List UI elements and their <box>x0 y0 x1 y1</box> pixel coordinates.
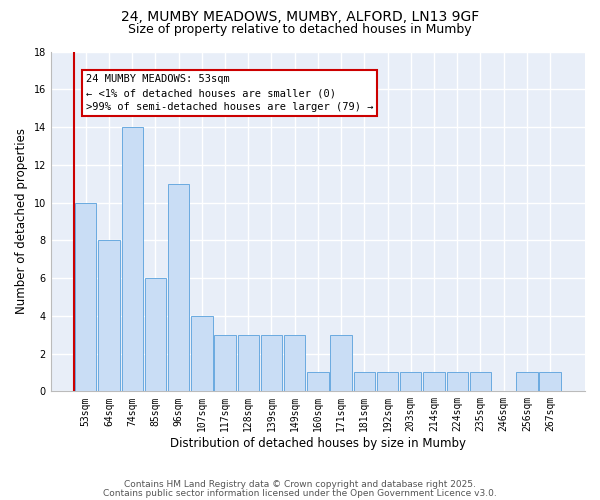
Bar <box>214 334 236 392</box>
Bar <box>238 334 259 392</box>
Bar <box>400 372 421 392</box>
Bar <box>423 372 445 392</box>
Bar <box>353 372 375 392</box>
X-axis label: Distribution of detached houses by size in Mumby: Distribution of detached houses by size … <box>170 437 466 450</box>
Y-axis label: Number of detached properties: Number of detached properties <box>15 128 28 314</box>
Bar <box>377 372 398 392</box>
Bar <box>98 240 119 392</box>
Bar <box>307 372 329 392</box>
Bar <box>539 372 561 392</box>
Bar <box>145 278 166 392</box>
Bar <box>331 334 352 392</box>
Bar <box>446 372 468 392</box>
Text: 24, MUMBY MEADOWS, MUMBY, ALFORD, LN13 9GF: 24, MUMBY MEADOWS, MUMBY, ALFORD, LN13 9… <box>121 10 479 24</box>
Bar <box>75 202 97 392</box>
Bar <box>122 127 143 392</box>
Bar <box>516 372 538 392</box>
Bar <box>284 334 305 392</box>
Bar <box>470 372 491 392</box>
Bar <box>261 334 282 392</box>
Bar <box>191 316 212 392</box>
Text: 24 MUMBY MEADOWS: 53sqm
← <1% of detached houses are smaller (0)
>99% of semi-de: 24 MUMBY MEADOWS: 53sqm ← <1% of detache… <box>86 74 373 112</box>
Text: Contains HM Land Registry data © Crown copyright and database right 2025.: Contains HM Land Registry data © Crown c… <box>124 480 476 489</box>
Text: Contains public sector information licensed under the Open Government Licence v3: Contains public sector information licen… <box>103 488 497 498</box>
Bar <box>168 184 189 392</box>
Text: Size of property relative to detached houses in Mumby: Size of property relative to detached ho… <box>128 22 472 36</box>
